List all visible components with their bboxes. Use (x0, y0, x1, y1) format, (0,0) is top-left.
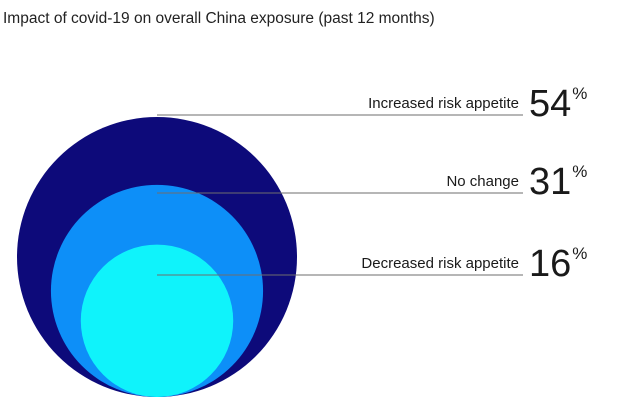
circle-decreased (80, 244, 234, 397)
category-label-increased: Increased risk appetite (368, 95, 519, 112)
category-label-decreased: Decreased risk appetite (361, 255, 519, 272)
chart-title: Impact of covid-19 on overall China expo… (3, 10, 435, 27)
percent-sign-decreased: % (572, 244, 587, 263)
circles-group (17, 117, 297, 397)
labels-group: Increased risk appetite 54 % No change 31 % De… (361, 83, 587, 285)
percent-sign-increased: % (572, 84, 587, 103)
leader-lines-group (157, 114, 523, 276)
value-label-increased: 54 (529, 83, 571, 125)
category-label-no-change: No change (446, 173, 519, 190)
value-label-no-change: 31 (529, 161, 571, 203)
value-label-decreased: 16 (529, 243, 571, 285)
percent-sign-no-change: % (572, 162, 587, 181)
